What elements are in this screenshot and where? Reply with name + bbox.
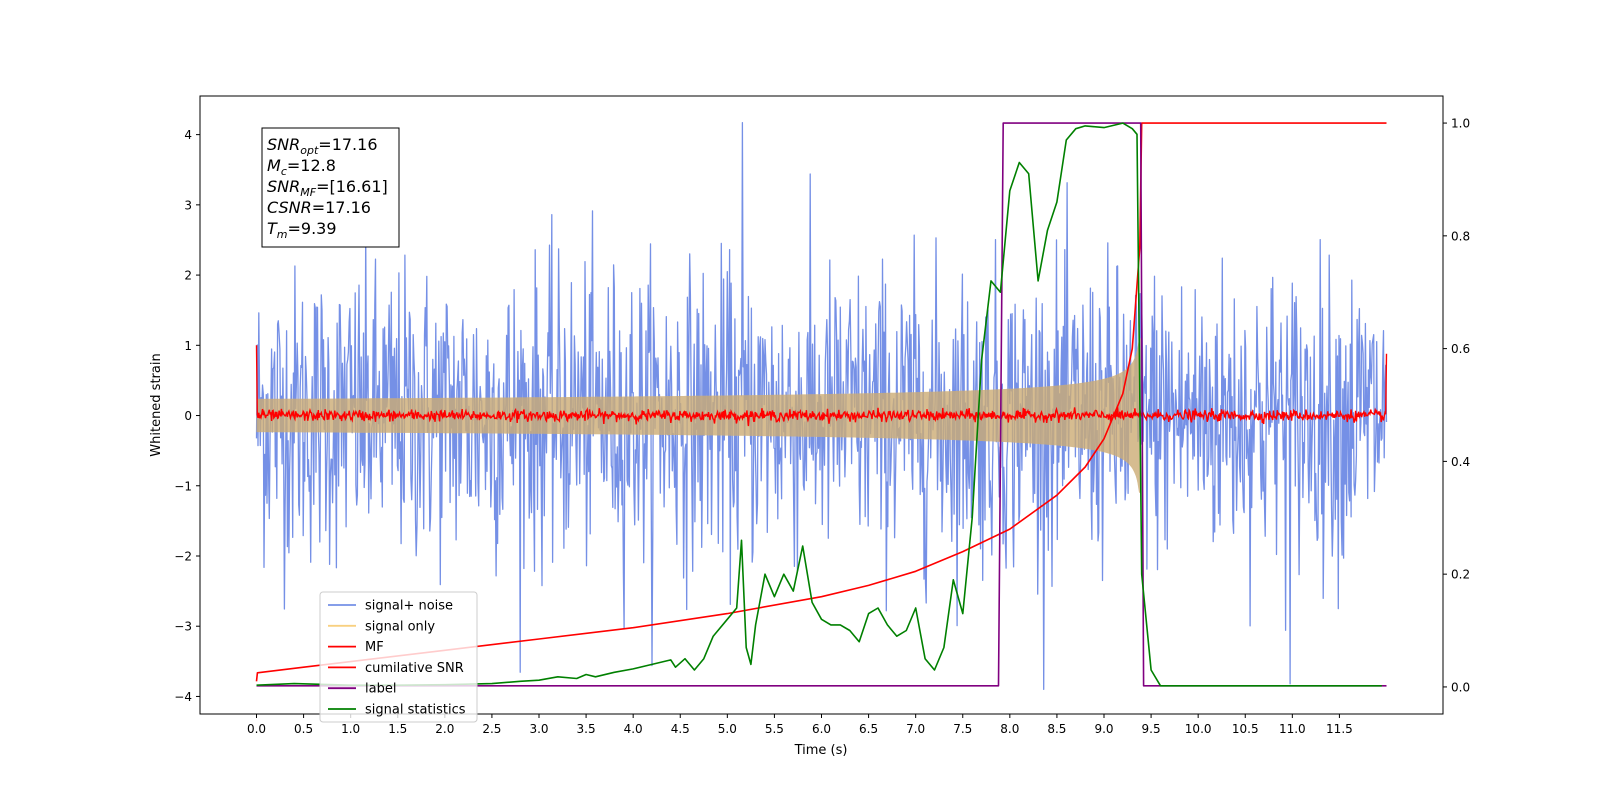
y-axis-label: Whitened strain	[149, 353, 164, 456]
x-tick-label: 6.5	[859, 722, 878, 736]
annotation-symbol: CSNR	[267, 198, 312, 217]
x-tick-label: 4.5	[671, 722, 690, 736]
x-tick-label: 7.0	[906, 722, 925, 736]
x-tick-label: 2.5	[482, 722, 501, 736]
x-tick-label: 11.5	[1326, 722, 1353, 736]
series-layer	[255, 122, 1388, 691]
series-signal-statistics	[256, 122, 1382, 687]
annotation-line: Mc=12.8	[267, 156, 336, 178]
y-tick-label: 4	[184, 128, 192, 142]
legend-entry-label: label	[328, 682, 396, 697]
x-tick-label: 1.0	[341, 722, 360, 736]
y-tick-label: −3	[174, 620, 192, 634]
y2-tick-label: 0.8	[1451, 229, 1470, 243]
x-tick-label: 4.0	[624, 722, 643, 736]
x-tick-label: 10.5	[1232, 722, 1259, 736]
y2-tick-label: 1.0	[1451, 117, 1470, 131]
legend-label: signal+ noise	[365, 599, 453, 614]
x-axis-label: Time (s)	[794, 743, 848, 758]
y-axis-left: 4 3 2 1 0 −1 −2 −3 −4	[174, 128, 200, 704]
annotation-value: =9.39	[288, 219, 337, 238]
y2-tick-label: 0.0	[1451, 680, 1470, 694]
y-tick-label: −4	[174, 690, 192, 704]
series-mf	[255, 345, 1388, 427]
x-tick-label: 2.0	[435, 722, 454, 736]
x-tick-label: 9.5	[1142, 722, 1161, 736]
x-tick-label: 8.0	[1000, 722, 1019, 736]
x-tick-label: 6.0	[812, 722, 831, 736]
legend-label: signal only	[365, 619, 435, 634]
x-tick-label: 3.0	[529, 722, 548, 736]
annotation-subscript: MF	[300, 186, 316, 199]
legend-entry-cumulative-snr: cumilative SNR	[328, 661, 464, 676]
y-tick-label: 0	[184, 409, 192, 423]
legend-label: label	[365, 682, 396, 697]
x-tick-label: 9.0	[1094, 722, 1113, 736]
annotation-symbol: SNR	[267, 177, 300, 196]
annotation-line: SNRopt=17.16	[267, 135, 378, 157]
x-tick-label: 7.5	[953, 722, 972, 736]
y-axis-right: 1.0 0.8 0.6 0.4 0.2 0.0	[1443, 117, 1470, 694]
x-tick-label: 8.5	[1047, 722, 1066, 736]
y-tick-label: 3	[184, 198, 192, 212]
legend-frame	[319, 591, 478, 723]
x-tick-label: 0.5	[294, 722, 313, 736]
annotation-symbol: M	[267, 156, 281, 175]
x-tick-label: 5.5	[765, 722, 784, 736]
legend-entry-signal-plus-noise: signal+ noise	[328, 599, 453, 614]
y-tick-label: 1	[184, 339, 192, 353]
x-tick-label: 0.0	[247, 722, 266, 736]
y-tick-label: −2	[174, 549, 192, 563]
legend-label: signal statistics	[365, 703, 466, 718]
x-tick-label: 5.0	[718, 722, 737, 736]
y2-tick-label: 0.6	[1451, 342, 1470, 356]
x-tick-label: 3.5	[577, 722, 596, 736]
annotation-value: =17.16	[312, 198, 371, 217]
x-tick-label: 11.0	[1279, 722, 1306, 736]
annotation-line: SNRMF=[16.61]	[267, 177, 388, 199]
annotation-subscript: opt	[300, 144, 319, 157]
legend-entry-mf: MF	[328, 640, 384, 655]
annotation-subscript: c	[281, 165, 287, 178]
legend-entry-signal-statistics: signal statistics	[328, 703, 466, 718]
legend: signal+ noise signal only MF cumilative SNR…	[319, 591, 478, 723]
annotation-box-frame	[261, 127, 400, 248]
annotation-subscript: m	[277, 228, 288, 241]
annotation-line: Tm=9.39	[267, 219, 337, 241]
legend-entry-signal-only: signal only	[328, 619, 435, 634]
legend-label: MF	[365, 640, 384, 655]
annotation-value: =17.16	[318, 135, 377, 154]
x-axis: 0.0 0.5 1.0 1.5 2.0 2.5 3.0 3.5 4.0 4.5 5.0 5.5 6.0 6…	[247, 714, 1353, 736]
x-tick-label: 1.5	[388, 722, 407, 736]
x-tick-label: 10.0	[1185, 722, 1212, 736]
y2-tick-label: 0.4	[1451, 455, 1470, 469]
annotation-line: CSNR=17.16	[267, 198, 371, 217]
annotation-symbol: T	[267, 219, 278, 238]
y-tick-label: 2	[184, 269, 192, 283]
stats-annotation-box: SNRopt=17.16Mc=12.8SNRMF=[16.61]CSNR=17.…	[261, 127, 400, 248]
annotation-value: =12.8	[287, 156, 336, 175]
annotation-symbol: SNR	[267, 135, 300, 154]
legend-label: cumilative SNR	[365, 661, 464, 676]
annotation-value: =[16.61]	[316, 177, 388, 196]
y-tick-label: −1	[174, 479, 192, 493]
y2-tick-label: 0.2	[1451, 568, 1470, 582]
